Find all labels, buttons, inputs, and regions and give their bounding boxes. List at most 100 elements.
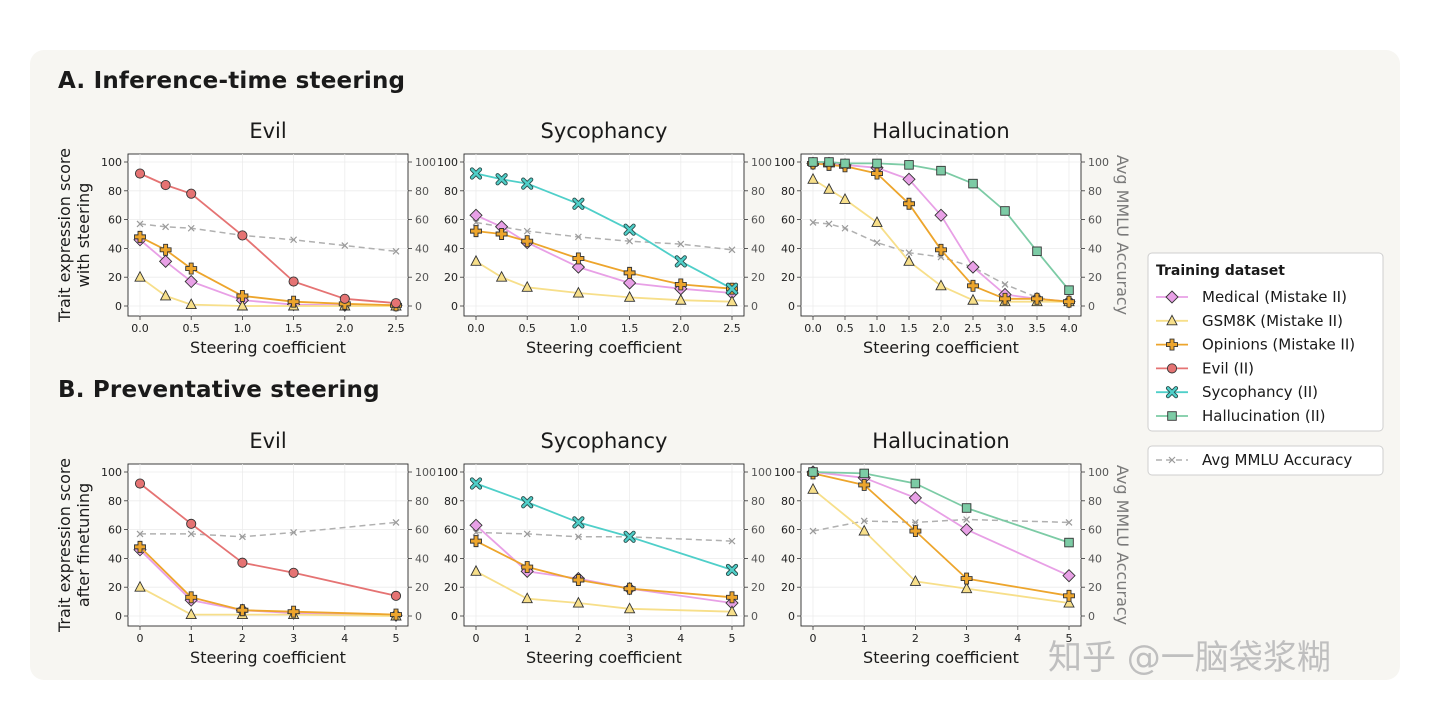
y2-tick-label: 20 xyxy=(415,271,429,284)
x-tick-label: 1 xyxy=(188,632,195,645)
data-point xyxy=(963,516,971,523)
y2-tick-label: 0 xyxy=(415,610,422,623)
y-tick-label: 0 xyxy=(451,610,458,623)
data-point xyxy=(966,260,980,274)
data-point xyxy=(674,278,687,291)
data-point xyxy=(674,255,687,268)
data-point xyxy=(187,530,195,538)
y-tick-label: 40 xyxy=(781,552,795,565)
data-point xyxy=(472,219,480,226)
y-tick-label: 80 xyxy=(444,185,458,198)
y2-tick-label: 40 xyxy=(1088,552,1102,565)
y2-tick-label: 20 xyxy=(751,581,765,594)
data-point xyxy=(523,227,531,235)
y-tick-label: 20 xyxy=(108,581,122,594)
data-point xyxy=(824,157,834,167)
data-point xyxy=(1062,569,1076,583)
chart-title: Evil xyxy=(249,429,286,453)
y2-tick-label: 40 xyxy=(415,552,429,565)
data-point xyxy=(809,219,817,226)
x-tick-label: 4 xyxy=(1014,632,1021,645)
data-point xyxy=(521,592,533,604)
data-point xyxy=(626,237,634,245)
y-tick-label: 0 xyxy=(115,610,122,623)
y-tick-label: 0 xyxy=(115,300,122,313)
data-point xyxy=(572,197,585,210)
x-tick-label: 0.5 xyxy=(182,322,200,335)
x-tick-label: 2.5 xyxy=(387,322,405,335)
data-point xyxy=(840,158,850,169)
x-axis-label: Steering coefficient xyxy=(526,338,682,357)
series-line xyxy=(813,162,1070,303)
chart-title: Hallucination xyxy=(872,119,1009,143)
data-point xyxy=(470,254,482,266)
data-point xyxy=(392,518,400,526)
legend-marker xyxy=(1168,456,1176,464)
data-point xyxy=(728,246,736,254)
legend-item-hallucination: Hallucination (II) xyxy=(1156,407,1325,425)
data-point xyxy=(967,293,979,305)
legend-marker xyxy=(1167,411,1177,421)
y2-tick-label: 40 xyxy=(415,242,429,255)
data-point xyxy=(623,602,636,614)
y2-tick-label: 0 xyxy=(751,300,758,313)
data-point xyxy=(339,293,350,304)
data-point xyxy=(808,467,818,477)
legend-mmlu-box xyxy=(1147,445,1384,476)
data-point xyxy=(807,172,819,184)
y2-tick-label: 80 xyxy=(751,495,765,508)
legend-item-medical: Medical (Mistake II) xyxy=(1156,288,1347,306)
data-point xyxy=(807,482,819,494)
data-point xyxy=(902,172,916,186)
y-tick-label: 40 xyxy=(108,242,122,255)
y2-tick-label: 20 xyxy=(1088,581,1102,594)
y2-tick-label: 100 xyxy=(1088,156,1109,169)
y-tick-label: 100 xyxy=(774,466,795,479)
x-tick-label: 0 xyxy=(810,632,817,645)
x-tick-label: 3.0 xyxy=(996,322,1014,335)
data-point xyxy=(728,537,736,545)
series-line xyxy=(812,221,1070,304)
y-axis-label: with steering xyxy=(74,183,93,288)
data-point xyxy=(1063,295,1075,308)
section-b-title: B. Preventative steering xyxy=(58,377,380,403)
data-point xyxy=(572,596,585,608)
data-point xyxy=(572,286,585,298)
data-point xyxy=(134,270,146,282)
chart-b-evil: 0 20 40 60 80 100 0 20 40 60 80 100 0 1 2 3 4 5 Evil Steeri… xyxy=(55,429,436,667)
legend-label: Opinions (Mistake II) xyxy=(1202,336,1355,354)
x-tick-label: 4 xyxy=(677,632,684,645)
x-tick-label: 0 xyxy=(137,632,144,645)
data-point xyxy=(134,580,146,592)
watermark: 知乎 @一脑袋浆糊 xyxy=(1048,638,1331,678)
data-point xyxy=(470,225,482,238)
y2-tick-label: 20 xyxy=(751,271,765,284)
x-tick-label: 2 xyxy=(912,632,919,645)
data-point xyxy=(159,243,172,256)
data-point xyxy=(521,496,534,509)
legend-marker xyxy=(1165,386,1179,399)
x-tick-label: 2.5 xyxy=(964,322,982,335)
series-hallucination xyxy=(808,467,1074,548)
data-point xyxy=(1064,537,1074,548)
legend-label: Avg MMLU Accuracy xyxy=(1202,451,1352,469)
legend-item-opinions: Opinions (Mistake II) xyxy=(1156,336,1355,354)
data-point xyxy=(162,223,170,231)
y2-tick-label: 80 xyxy=(751,185,765,198)
y2-tick-label: 60 xyxy=(751,214,765,227)
y-tick-label: 20 xyxy=(444,271,458,284)
data-point xyxy=(858,524,870,536)
data-point xyxy=(470,535,482,548)
data-point xyxy=(1063,596,1075,608)
chart-a-hal: 0 20 40 60 80 100 0 20 40 60 80 100 0.0 0.5 1.0 1.5 2.0 2… xyxy=(774,119,1132,357)
y-tick-label: 40 xyxy=(781,242,795,255)
data-point xyxy=(1065,518,1073,526)
data-point xyxy=(390,590,402,601)
data-point xyxy=(934,208,948,222)
data-point xyxy=(871,167,883,180)
plot-area xyxy=(127,463,409,627)
x-axis-label: Steering coefficient xyxy=(863,338,1019,357)
data-point xyxy=(185,262,198,275)
y2-tick-label: 20 xyxy=(1088,271,1102,284)
x-tick-label: 2 xyxy=(575,632,582,645)
